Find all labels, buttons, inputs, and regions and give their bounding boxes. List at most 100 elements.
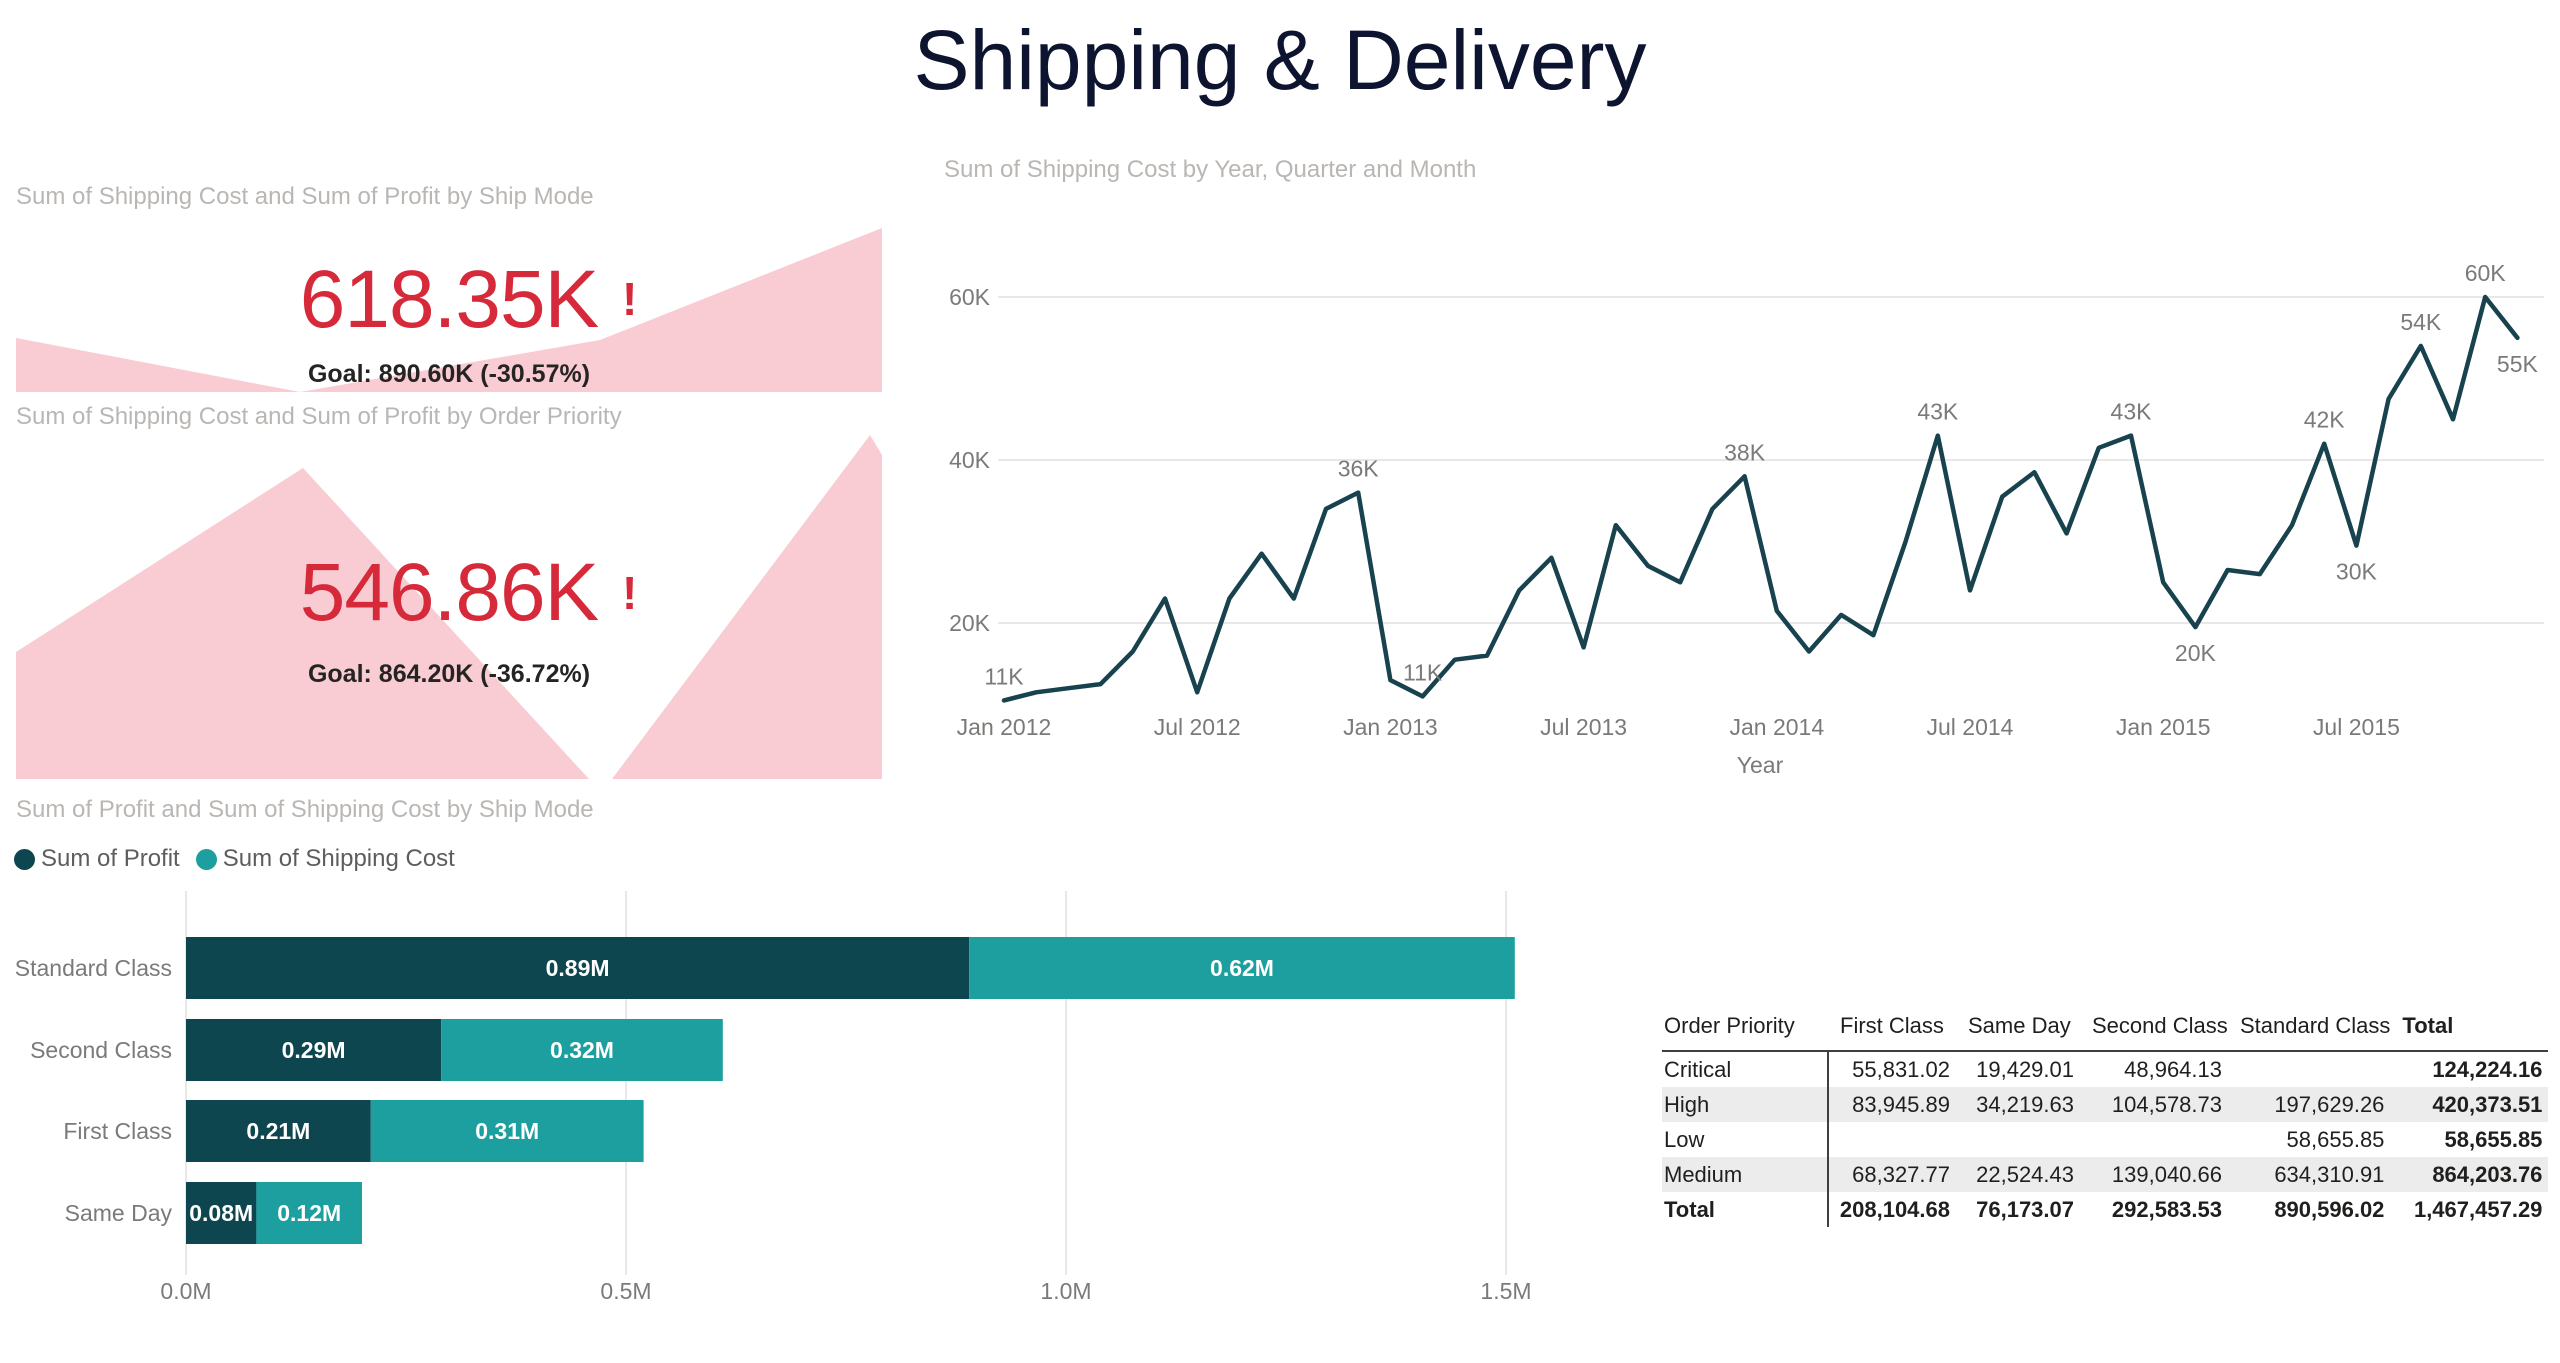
table-cell[interactable] [1956, 1122, 2080, 1157]
x-axis-tick: Jan 2013 [1343, 714, 1438, 740]
table-cell[interactable]: Total [1662, 1192, 1829, 1227]
table-cell[interactable]: High [1662, 1087, 1829, 1122]
data-point-label: 42K [2304, 407, 2346, 433]
y-axis-tick: 60K [949, 284, 991, 310]
x-axis-tick: Jan 2014 [1729, 714, 1824, 740]
table-cell[interactable]: 634,310.91 [2274, 1161, 2385, 1187]
category-label: Same Day [65, 1200, 173, 1226]
kpi-trend-area [16, 435, 882, 779]
legend-item-sum-of-profit[interactable]: Sum of Profit [14, 845, 180, 873]
column-header[interactable]: Order Priority [1662, 1006, 1828, 1052]
bar-segment[interactable] [186, 937, 970, 999]
bar-value-label: 0.89M [546, 955, 610, 981]
kpi-value: 546.86K [299, 547, 600, 638]
x-axis-tick: Jul 2012 [1154, 714, 1241, 740]
table-cell[interactable]: 208,104.68 [1839, 1196, 1950, 1222]
exclamation-icon: ! [622, 273, 638, 325]
matrix-table: Order Priority First Class Same Day Second … [1662, 1006, 2549, 1227]
legend-item-sum-of-shipping-cost[interactable]: Sum of Shipping Cost [195, 845, 455, 873]
table-cell[interactable]: Low [1662, 1122, 1829, 1157]
table-cell[interactable]: 48,964.13 [2124, 1056, 2222, 1082]
y-gridlines: 20K 40K 60K [949, 284, 2544, 636]
table-cell[interactable] [2228, 1051, 2390, 1087]
column-header[interactable]: Second Class [2080, 1006, 2228, 1052]
table-cell[interactable]: 104,578.73 [2111, 1091, 2222, 1117]
bar-segment[interactable] [186, 1182, 257, 1244]
data-point-label: 36K [1338, 456, 1380, 482]
table-row[interactable]: Total 208,104.68 76,173.07 292,583.53 890,59… [1662, 1192, 2548, 1227]
visual-title: Sum of Shipping Cost by Year, Quarter an… [944, 156, 1477, 183]
column-header[interactable]: Same Day [1956, 1006, 2080, 1052]
x-axis-title: Year [1737, 752, 1784, 778]
table-cell[interactable]: 22,524.43 [1976, 1161, 2074, 1187]
data-point-label: 20K [2175, 640, 2217, 666]
stacked-bar-chart[interactable]: 0.0M 0.5M 1.0M 1.5M Standard Class 0.89M 0.62M… [0, 885, 1540, 1315]
line-chart[interactable]: 20K 40K 60K 11K 36K 11K 38K 43K 43K 20K 42K 30K 54K 6… [940, 230, 2556, 790]
column-header[interactable]: Total [2390, 1006, 2549, 1052]
table-row[interactable]: High 83,945.89 34,219.63 104,578.73 197,629.… [1662, 1087, 2549, 1122]
kpi-goal: Goal: 864.20K (-36.72%) [307, 660, 591, 688]
table-cell[interactable]: 76,173.07 [1976, 1196, 2074, 1222]
table-row[interactable]: Low 58,655.85 58,655.85 [1662, 1122, 2548, 1157]
visual-title: Sum of Profit and Sum of Shipping Cost b… [16, 796, 594, 823]
data-point-label: 11K [984, 663, 1024, 689]
x-axis-tick: Jan 2015 [2116, 714, 2211, 740]
bar-segment[interactable] [370, 1100, 644, 1162]
table-cell[interactable]: 864,203.76 [2432, 1161, 2543, 1187]
bar-value-label: 0.32M [550, 1037, 614, 1063]
legend-dot-icon [195, 848, 217, 870]
table-cell[interactable]: Medium [1662, 1157, 1829, 1192]
exclamation-icon: ! [622, 567, 638, 619]
legend-dot-icon [14, 848, 35, 870]
bar-segment[interactable] [186, 1019, 442, 1081]
table-cell[interactable]: 68,327.77 [1852, 1161, 1950, 1187]
page-title: Shipping & Delivery [913, 13, 1647, 107]
table-cell[interactable]: 139,040.66 [2111, 1161, 2222, 1187]
table-cell[interactable] [2080, 1122, 2228, 1157]
legend: Sum of Profit Sum of Shipping Cost [14, 845, 455, 873]
matrix: Order Priority First Class Same Day Second … [1662, 1006, 2549, 1227]
table-cell[interactable] [1828, 1122, 1956, 1157]
data-point-label: 38K [1724, 439, 1766, 465]
bar-value-label: 0.31M [475, 1118, 539, 1144]
table-cell[interactable]: 197,629.26 [2274, 1091, 2385, 1117]
table-row[interactable]: Medium 68,327.77 22,524.43 139,040.66 634,31… [1662, 1157, 2549, 1192]
visual-title: Sum of Shipping Cost and Sum of Profit b… [16, 183, 594, 210]
x-axis-tick: 1.5M [1480, 1278, 1531, 1304]
data-point-label: 11K [1403, 659, 1443, 685]
bar-segment[interactable] [256, 1182, 362, 1244]
table-cell[interactable]: 890,596.02 [2274, 1196, 2385, 1222]
table-cell[interactable]: 420,373.51 [2432, 1091, 2543, 1117]
table-cell[interactable]: 1,467,457.29 [2413, 1196, 2543, 1222]
line-series-shipping-cost[interactable] [1001, 294, 2520, 703]
x-axis: Jan 2012 Jul 2012 Jan 2013 Jul 2013 Jan 2014… [957, 714, 2400, 778]
table-cell[interactable]: 83,945.89 [1852, 1091, 1950, 1117]
bar-segment[interactable] [969, 937, 1515, 999]
visual-title: Sum of Shipping Cost and Sum of Profit b… [16, 403, 622, 430]
table-cell[interactable]: 58,655.85 [2286, 1126, 2385, 1152]
kpi-card-order-priority[interactable]: Sum of Shipping Cost and Sum of Profit b… [16, 403, 882, 783]
table-cell[interactable]: 292,583.53 [2111, 1196, 2222, 1222]
category-label: Second Class [30, 1037, 172, 1063]
table-cell[interactable]: Critical [1662, 1051, 1829, 1087]
table-cell[interactable]: 55,831.02 [1852, 1056, 1950, 1082]
table-row[interactable]: Critical 55,831.02 19,429.01 48,964.13 124,2… [1662, 1051, 2548, 1087]
data-point-label: 30K [2336, 559, 2378, 585]
bar-value-label: 0.21M [246, 1118, 310, 1144]
table-cell[interactable]: 19,429.01 [1976, 1056, 2074, 1082]
data-point-label: 54K [2400, 309, 2442, 335]
column-header[interactable]: Standard Class [2228, 1006, 2391, 1052]
bar-value-label: 0.08M [189, 1200, 253, 1226]
kpi-goal: Goal: 890.60K (-30.57%) [307, 360, 591, 388]
kpi-card-ship-mode[interactable]: Sum of Shipping Cost and Sum of Profit b… [16, 183, 882, 395]
table-cell[interactable]: 124,224.16 [2432, 1056, 2543, 1082]
column-header[interactable]: First Class [1828, 1006, 1956, 1052]
table-cell[interactable]: 34,219.63 [1976, 1091, 2074, 1117]
bar-segment[interactable] [441, 1019, 723, 1081]
table-cell[interactable]: 58,655.85 [2444, 1126, 2543, 1152]
x-axis-tick: 0.0M [160, 1278, 211, 1304]
data-point-label: 60K [2465, 260, 2507, 286]
bar-segment[interactable] [186, 1100, 371, 1162]
y-axis-tick: 40K [949, 447, 991, 473]
